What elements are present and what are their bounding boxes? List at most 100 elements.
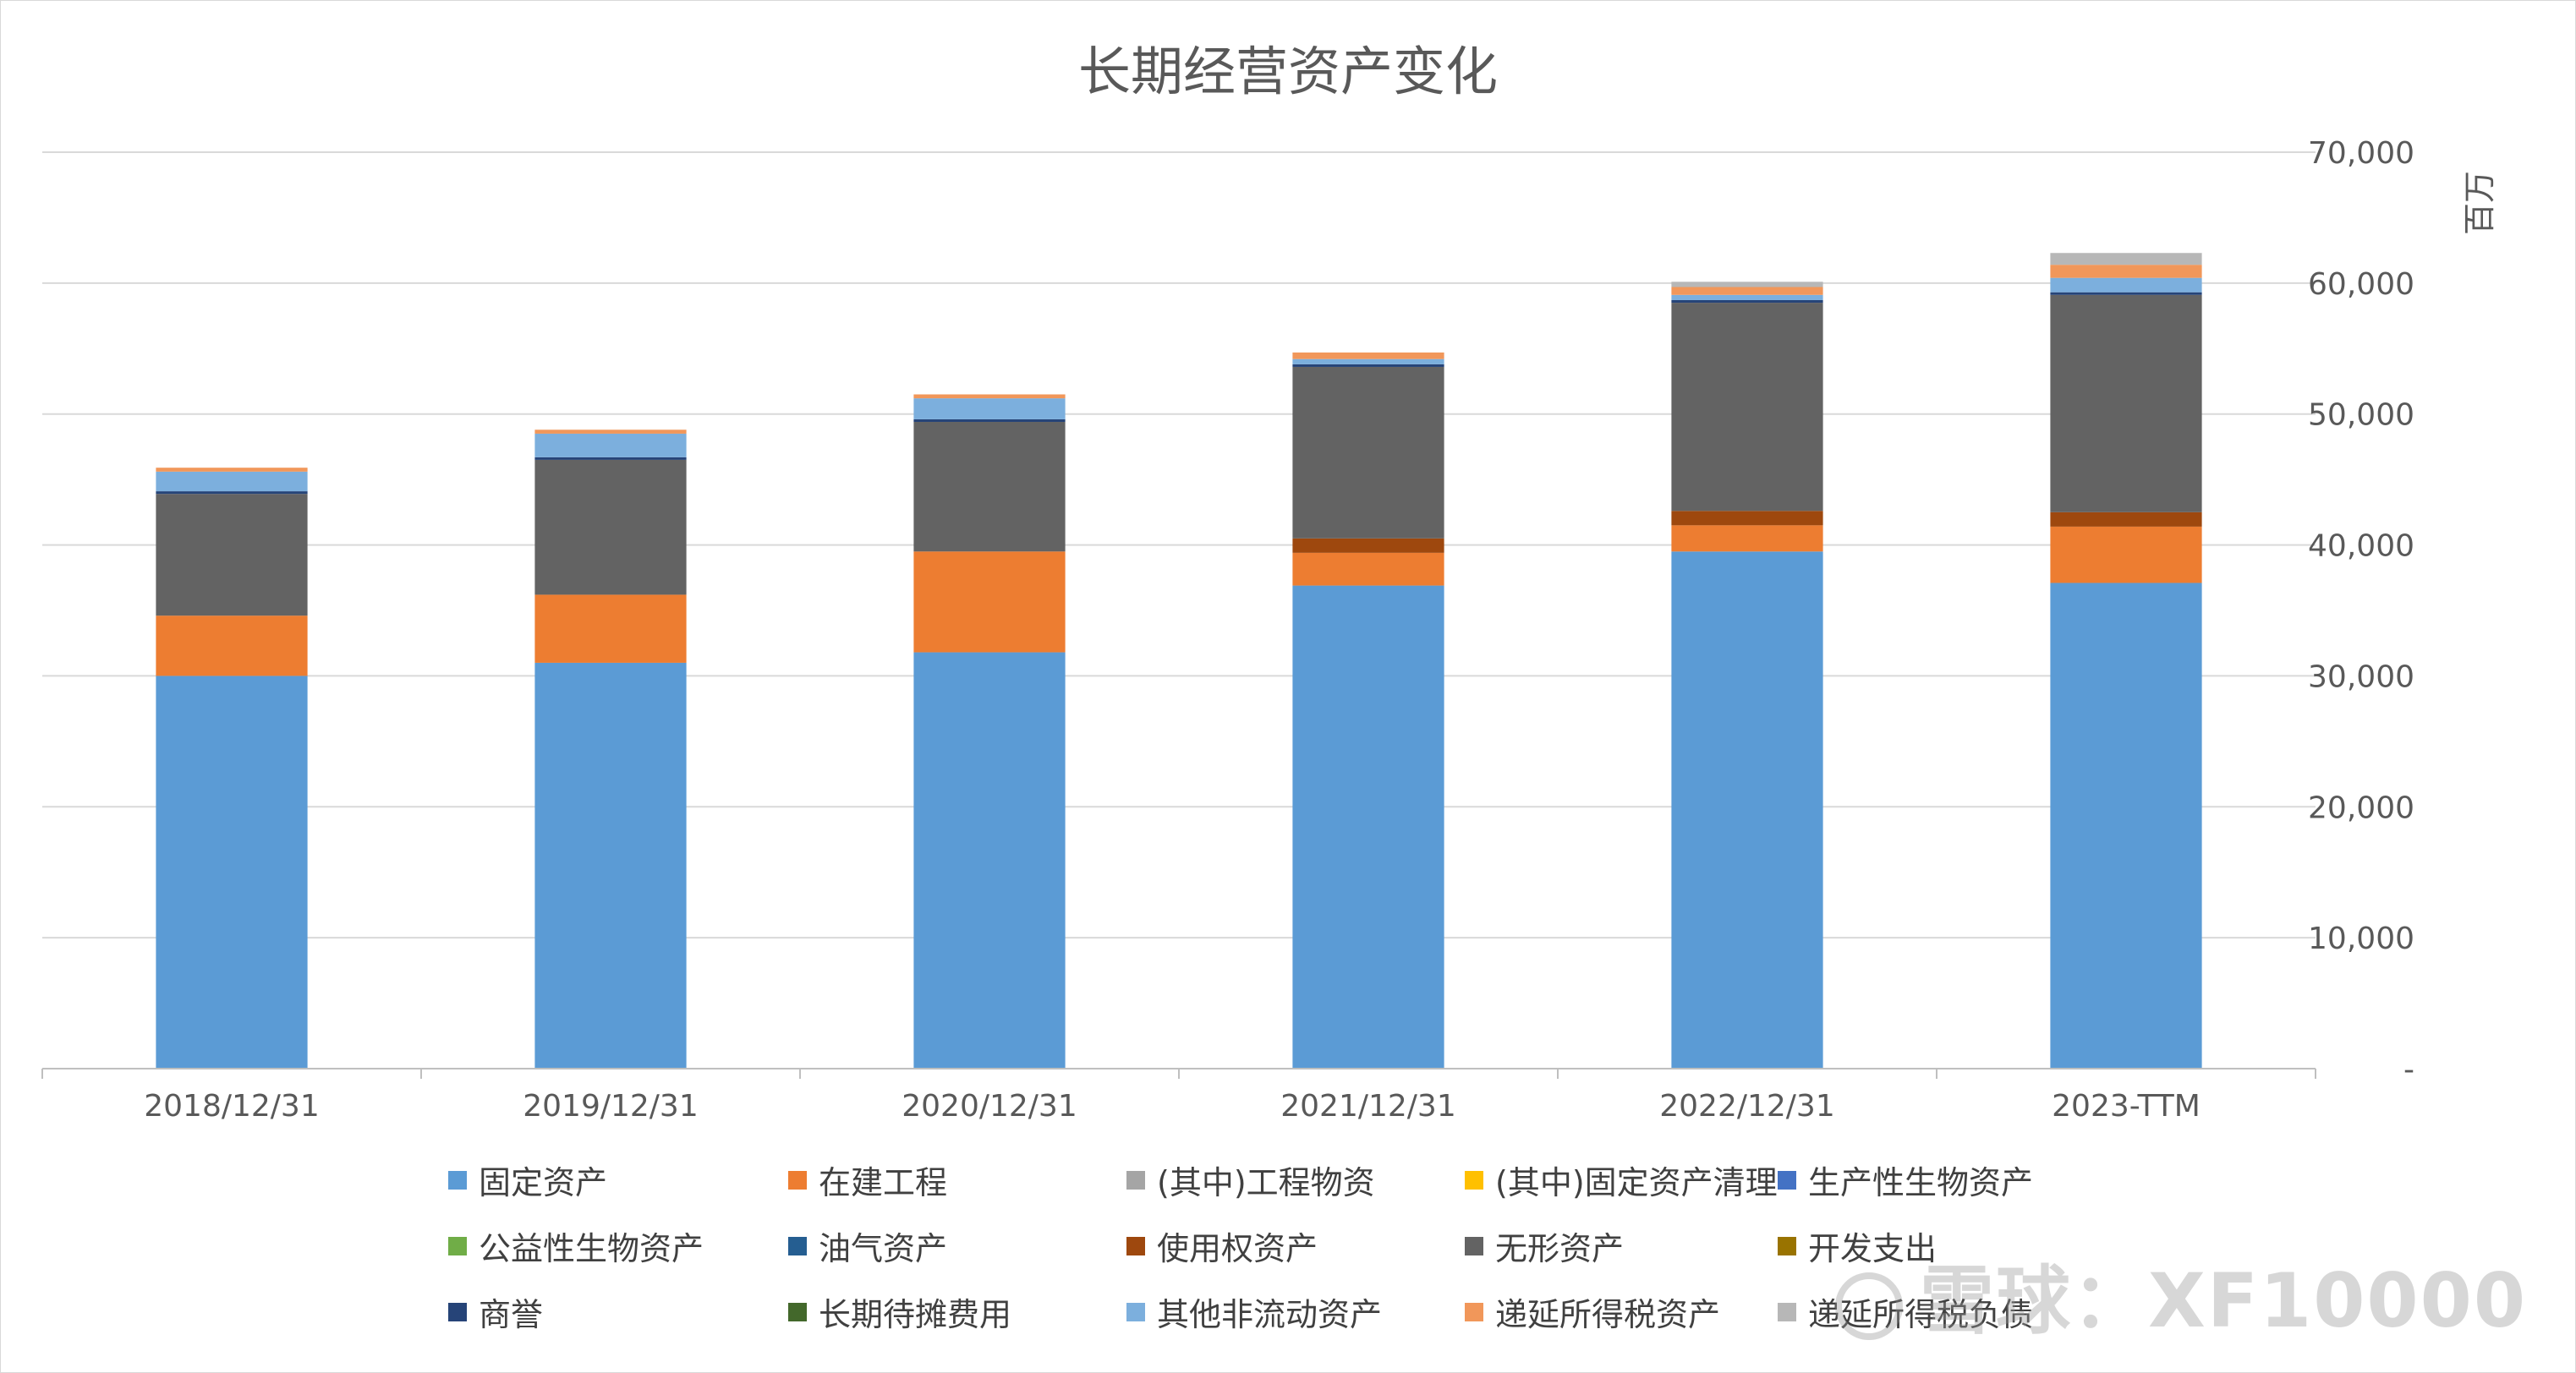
legend-item: 油气资产 [788,1223,947,1269]
bar-segment [1671,525,1823,552]
bar-segment [2050,583,2202,1069]
bar-segment [1671,551,1823,1069]
legend-item: 生产性生物资产 [1778,1157,2033,1203]
x-tick-label: 2020/12/31 [902,1089,1077,1124]
bar-segment [1671,303,1823,511]
legend-swatch [1778,1236,1796,1255]
watermark-text: 雪球：XF10000 [1920,1257,2528,1344]
bar-segment [1292,358,1444,364]
x-tick-label: 2022/12/31 [1659,1089,1835,1124]
bar-segment [1671,299,1823,304]
legend-swatch [448,1302,467,1321]
legend-swatch [448,1170,467,1190]
bar-segment [2050,277,2202,293]
legend-swatch [448,1236,467,1255]
y-tick-label: 50,000 [2308,398,2414,433]
bar-segment [1671,282,1823,287]
y-tick-label: 30,000 [2308,659,2414,694]
bar-segment [913,418,1066,423]
bar-segment [2050,511,2202,527]
legend-swatch [1465,1236,1483,1255]
legend-swatch [1778,1170,1796,1190]
legend-swatch [1126,1170,1145,1190]
legend-item: 公益性生物资产 [448,1223,704,1269]
bar-segment [2050,526,2202,583]
legend-swatch [788,1236,807,1255]
legend-label: (其中)工程物资 [1157,1164,1375,1201]
legend-swatch [788,1302,807,1321]
bar-segment [534,457,687,460]
legend-item: 开发支出 [1778,1223,1937,1269]
y-tick-label: 70,000 [2308,136,2414,171]
bar-segment [913,652,1066,1069]
legend-swatch [1126,1302,1145,1321]
x-tick-label: 2018/12/31 [144,1089,320,1124]
bar-segment [1292,585,1444,1069]
y-tick-label: - [2403,1053,2414,1087]
y-tick-label: 10,000 [2308,922,2414,956]
bar-segment [913,422,1066,552]
bar-segment [156,615,308,676]
bar-segment [1292,552,1444,586]
legend-item: 商誉 [448,1288,543,1335]
y-axis-unit-label: 百万 [2461,171,2498,235]
legend-label: 商誉 [479,1296,544,1333]
bar-segment [1671,294,1823,300]
legend-item: 在建工程 [788,1157,947,1203]
y-tick-label: 60,000 [2308,267,2414,302]
bar-segment [913,551,1066,653]
bar-segment [156,468,308,472]
legend-swatch [1126,1236,1145,1255]
legend-label: 无形资产 [1495,1230,1625,1267]
bar-segment [534,594,687,663]
legend-label: 在建工程 [819,1164,948,1201]
bar-segment [534,662,687,1069]
chart-title: 长期经营资产变化 [1077,41,1498,102]
legend-label: 固定资产 [479,1164,608,1201]
legend-label: 使用权资产 [1157,1230,1318,1267]
bar-segment [1292,366,1444,539]
bar-segment [534,459,687,595]
legend-swatch [788,1170,807,1190]
x-tick-label: 2019/12/31 [523,1089,699,1124]
bar-segment [1671,287,1823,295]
bar-segment [156,494,308,616]
bar-segment [534,433,687,457]
bar-segment [913,394,1066,399]
bar-segment [913,398,1066,419]
legend-swatch [1778,1302,1796,1321]
bar-segment [156,676,308,1069]
legend-item: 递延所得税资产 [1465,1288,1720,1335]
legend-label: 长期待摊费用 [819,1296,1012,1333]
legend-label: 公益性生物资产 [479,1230,704,1267]
watermark: 雪球：XF10000 [1835,1241,2527,1348]
y-tick-label: 20,000 [2308,790,2414,825]
legend-item: 长期待摊费用 [788,1288,1011,1335]
legend-label: 其他非流动资产 [1157,1296,1383,1333]
bar-segment [1292,364,1444,367]
bar-segment [1292,352,1444,359]
bar-segment [1671,511,1823,526]
bar-segment [156,471,308,492]
bar-segment [2050,265,2202,278]
xueqiu-logo-icon [1835,1272,1903,1341]
bar-segment [2050,292,2202,295]
legend-item: (其中)工程物资 [1126,1157,1375,1203]
legend-item: 固定资产 [448,1157,607,1203]
legend-item: 无形资产 [1465,1223,1624,1269]
legend-label: 递延所得税资产 [1495,1296,1721,1333]
bar-segment [156,491,308,495]
legend-item: (其中)固定资产清理 [1465,1157,1778,1203]
chart-legend: 固定资产 在建工程 (其中)工程物资 (其中)固定资产清理 生产性生物资产公益性生物资产… [448,1157,2546,1351]
legend-label: 油气资产 [819,1230,948,1267]
y-tick-label: 40,000 [2308,529,2414,564]
x-tick-label: 2021/12/31 [1280,1089,1456,1124]
legend-swatch [1465,1302,1483,1321]
legend-label: 生产性生物资产 [1808,1164,2034,1201]
legend-label: 开发支出 [1808,1230,1937,1267]
legend-item: 其他非流动资产 [1126,1288,1382,1335]
x-tick-label: 2023-TTM [2052,1089,2201,1124]
bar-segment [2050,253,2202,265]
legend-label: (其中)固定资产清理 [1495,1164,1778,1201]
